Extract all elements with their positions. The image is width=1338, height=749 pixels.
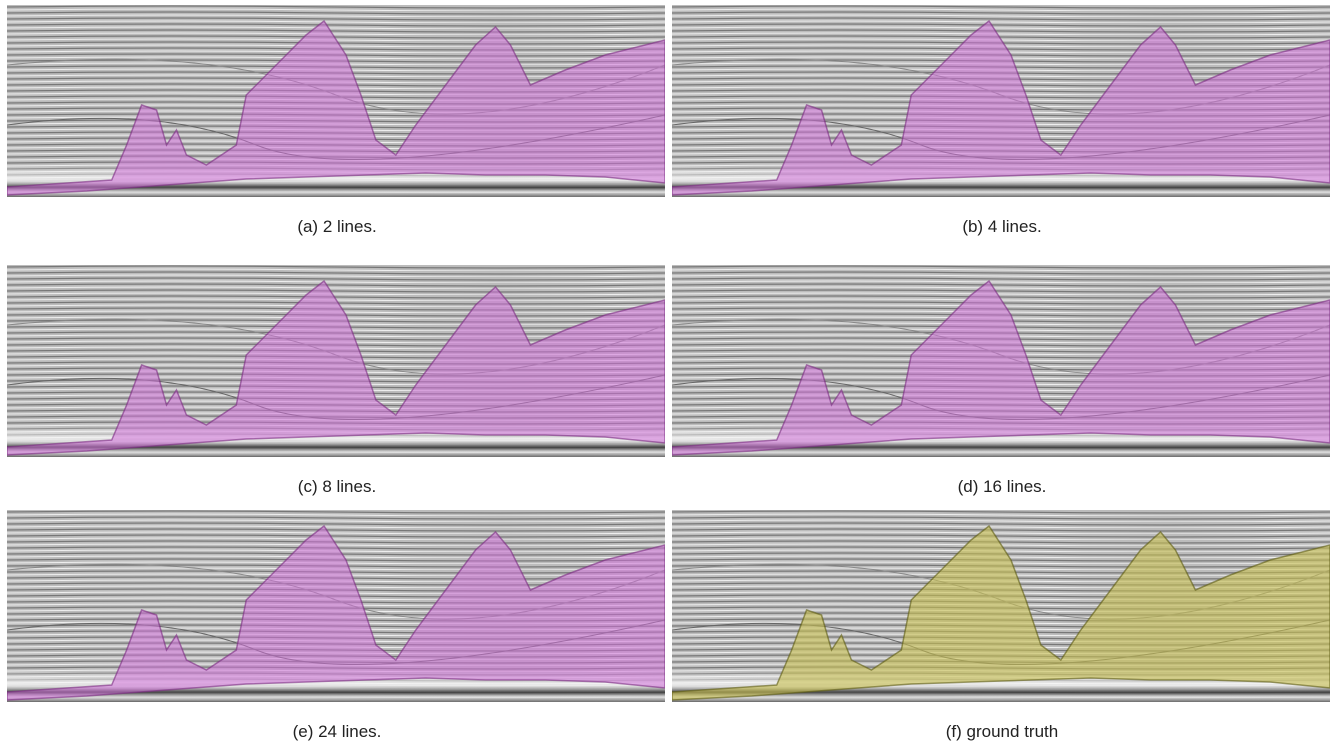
caption: (c) 8 lines. [297,477,377,496]
seismic-image [7,265,665,457]
salt-mask [7,19,665,196]
seismic-image [672,265,1330,457]
panel: (e) 24 lines. [7,510,667,742]
panel: (d) 16 lines. [672,265,1332,497]
caption: (a) 2 lines. [297,217,377,236]
salt-mask [672,19,1330,196]
seismic-image [672,510,1330,702]
panel: (b) 4 lines. [672,5,1332,237]
caption: (d) 16 lines. [957,477,1047,496]
salt-mask [672,524,1330,701]
salt-mask [672,279,1330,456]
caption: (f) ground truth [945,722,1059,741]
seismic-image [7,5,665,197]
caption: (e) 24 lines. [292,722,382,741]
panel: (f) ground truth [672,510,1332,742]
caption: (b) 4 lines. [962,217,1042,236]
salt-mask [7,279,665,456]
salt-mask [7,524,665,701]
seismic-image [672,5,1330,197]
seismic-image [7,510,665,702]
panel: (a) 2 lines. [7,5,667,237]
panel: (c) 8 lines. [7,265,667,497]
